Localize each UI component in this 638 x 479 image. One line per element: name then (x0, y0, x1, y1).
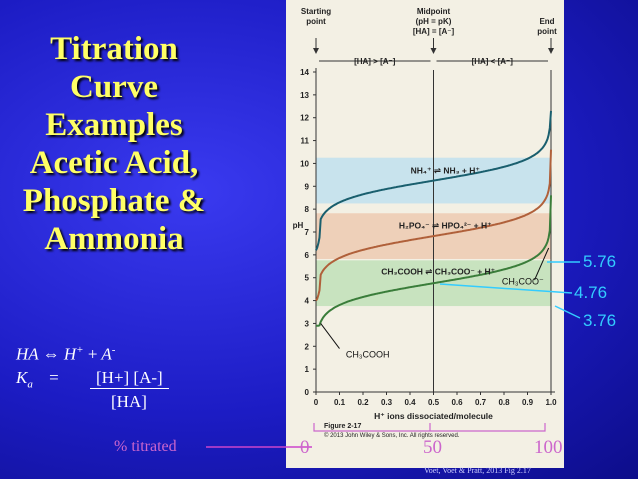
region-right-label: [HA] < [A⁻] (472, 57, 514, 66)
eq-plus: + (87, 344, 98, 364)
header-end: point (537, 27, 557, 36)
region-left-label: [HA] > [A⁻] (354, 57, 396, 66)
y-tick-label: 9 (305, 182, 310, 191)
ka-equation: Ka = (16, 368, 59, 390)
annotation-ch3cooh-arrow (320, 323, 340, 349)
pk-label-mid: 4.76 (574, 283, 608, 302)
y-tick-label: 7 (305, 228, 310, 237)
percent-titrated-label: % titrated (114, 438, 177, 455)
title-line: Examples (45, 107, 183, 143)
y-tick-label: 6 (305, 251, 310, 260)
y-tick-label: 4 (305, 297, 310, 306)
x-tick-label: 0 (314, 398, 319, 407)
annotation-ch3coo-arrow (534, 247, 550, 281)
annotation-ch3coo: CH₃COO⁻ (502, 277, 544, 287)
header-arrowhead (430, 48, 437, 54)
x-tick-label: 0.9 (522, 398, 534, 407)
percent-tick-100: 100 (534, 437, 563, 458)
fraction-denominator: [HA] (111, 392, 147, 411)
x-tick-label: 0.1 (334, 398, 346, 407)
header-midpoint: Midpoint (417, 7, 451, 16)
x-tick-label: 0.6 (451, 398, 463, 407)
figure-caption: Figure 2-17 (324, 423, 361, 430)
dissociation-equation: HA ⇔ H+ + A- (16, 344, 115, 365)
title-line: Ammonia (44, 221, 184, 257)
titration-curve (316, 195, 552, 327)
pk-label-lower: 3.76 (583, 311, 617, 330)
title-line: Curve (70, 69, 158, 105)
x-tick-label: 0.5 (428, 398, 440, 407)
titration-curve (315, 110, 552, 251)
x-tick-label: 0.2 (357, 398, 369, 407)
pk-label-upper: 5.76 (583, 252, 617, 271)
eq-ha: HA (16, 344, 39, 364)
y-tick-label: 2 (305, 342, 310, 351)
x-tick-label: 0.3 (381, 398, 393, 407)
title-line: Titration (50, 31, 178, 67)
y-tick-label: 3 (305, 319, 310, 328)
eq-a-sup: - (111, 344, 116, 356)
titration-curve (315, 149, 552, 302)
eq-k: K (16, 368, 28, 387)
reaction-phosphate: H₂PO₄⁻ ⇌ HPO₄²⁻ + H⁺ (399, 221, 492, 231)
figure-copyright: © 2013 John Wiley & Sons, Inc. All right… (324, 432, 460, 439)
reaction-acetic: CH₃COOH ⇌ CH₃COO⁻ + H⁺ (381, 266, 495, 276)
eq-arrow: ⇔ (42, 344, 60, 364)
y-tick-label: 12 (300, 114, 309, 123)
y-axis-label: pH (293, 221, 304, 230)
header-arrowhead (313, 48, 319, 54)
fraction-numerator: [H+] [A-] (90, 368, 169, 389)
header-end: End (539, 17, 554, 26)
x-tick-label: 0.4 (404, 398, 416, 407)
x-tick-label: 0.8 (498, 398, 510, 407)
y-tick-label: 8 (305, 205, 310, 214)
x-axis-label: H⁺ ions dissociated/molecule (374, 411, 493, 421)
header-midpoint: (pH = pK) (416, 17, 452, 26)
percent-tick-0: 0 (300, 437, 310, 458)
eq-a: A (101, 344, 112, 364)
eq-h: H (63, 344, 77, 364)
percent-tick-50: 50 (423, 437, 442, 458)
reaction-ammonia: NH₄⁺ ⇌ NH₃ + H⁺ (411, 166, 480, 176)
y-tick-label: 11 (301, 137, 310, 146)
title-line: Acetic Acid, (29, 145, 199, 181)
y-tick-label: 10 (300, 159, 309, 168)
titration-figure: 0 1 2 3 4 5 6 7 8 9 10 11 12 13 14 0 0.1 0.2 0.3 0.4 0.5 0.6 0… (286, 0, 564, 468)
header-arrowhead (548, 48, 554, 54)
y-tick-label: 13 (300, 91, 309, 100)
eq-equals: = (49, 368, 59, 387)
y-tick-label: 1 (305, 365, 310, 374)
title-line: Phosphate & (22, 183, 206, 219)
y-tick-label: 0 (305, 388, 310, 397)
source-citation: Voet, Voet & Pratt, 2013 Fig 2.17 (424, 466, 531, 475)
header-midpoint: [HA] = [A⁻] (413, 27, 455, 36)
header-starting: Starting (301, 7, 331, 16)
header-starting: point (306, 17, 326, 26)
x-tick-label: 1.0 (545, 398, 557, 407)
y-tick-label: 14 (300, 68, 309, 77)
annotation-ch3cooh: CH₃COOH (346, 350, 390, 360)
y-tick-label: 5 (305, 274, 310, 283)
x-tick-label: 0.7 (475, 398, 487, 407)
eq-h-sup: + (76, 344, 84, 356)
eq-k-sub: a (27, 378, 33, 391)
slide-title: Titration Curve Examples Acetic Acid, Ph… (0, 30, 228, 258)
